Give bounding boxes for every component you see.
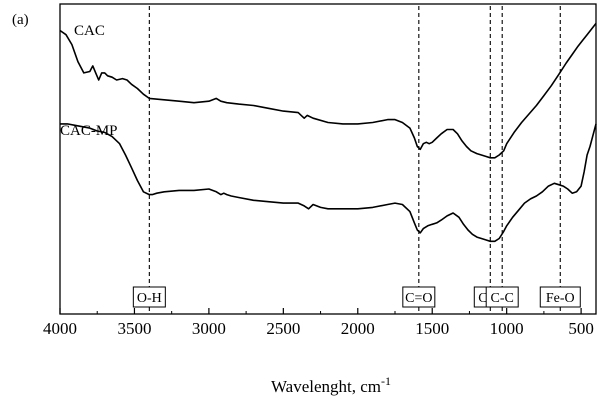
x-axis-title: Wavelenght, cm-1 — [271, 374, 391, 396]
band-label-box — [402, 286, 436, 308]
plot-frame — [59, 3, 597, 315]
x-tick-label: 500 — [568, 319, 594, 338]
x-axis-title-text: Wavelenght, cm — [271, 377, 381, 396]
band-labels: O-HC=OC-OC-CFe-O — [132, 286, 581, 308]
x-tick-label: 4000 — [43, 319, 77, 338]
x-tick-label: 3000 — [192, 319, 226, 338]
x-tick-label: 2000 — [341, 319, 375, 338]
series-line-0 — [59, 22, 597, 159]
series-label-cac: CAC — [74, 23, 105, 39]
series-line-1 — [60, 123, 597, 243]
x-axis-ticks: 4000 3500 3000 2500 2000 1500 1000 500 — [43, 308, 594, 338]
band-label-box — [485, 286, 519, 308]
panel-label: (a) — [12, 12, 29, 28]
series-label-cac-mp: CAC-MP — [60, 123, 118, 139]
band-label: C-C — [491, 291, 514, 306]
series-layer — [59, 22, 597, 243]
band-label: Fe-O — [546, 291, 575, 306]
band-marker-lines — [148, 6, 561, 314]
x-tick-label: 3500 — [117, 319, 151, 338]
band-label-box — [539, 286, 581, 308]
x-tick-label: 2500 — [266, 319, 300, 338]
band-label: C=O — [405, 291, 432, 306]
x-axis-title-superscript: -1 — [381, 374, 391, 388]
x-tick-label: 1500 — [415, 319, 449, 338]
x-tick-label: 1000 — [490, 319, 524, 338]
band-label-box — [132, 286, 166, 308]
band-label: O-H — [137, 291, 162, 306]
